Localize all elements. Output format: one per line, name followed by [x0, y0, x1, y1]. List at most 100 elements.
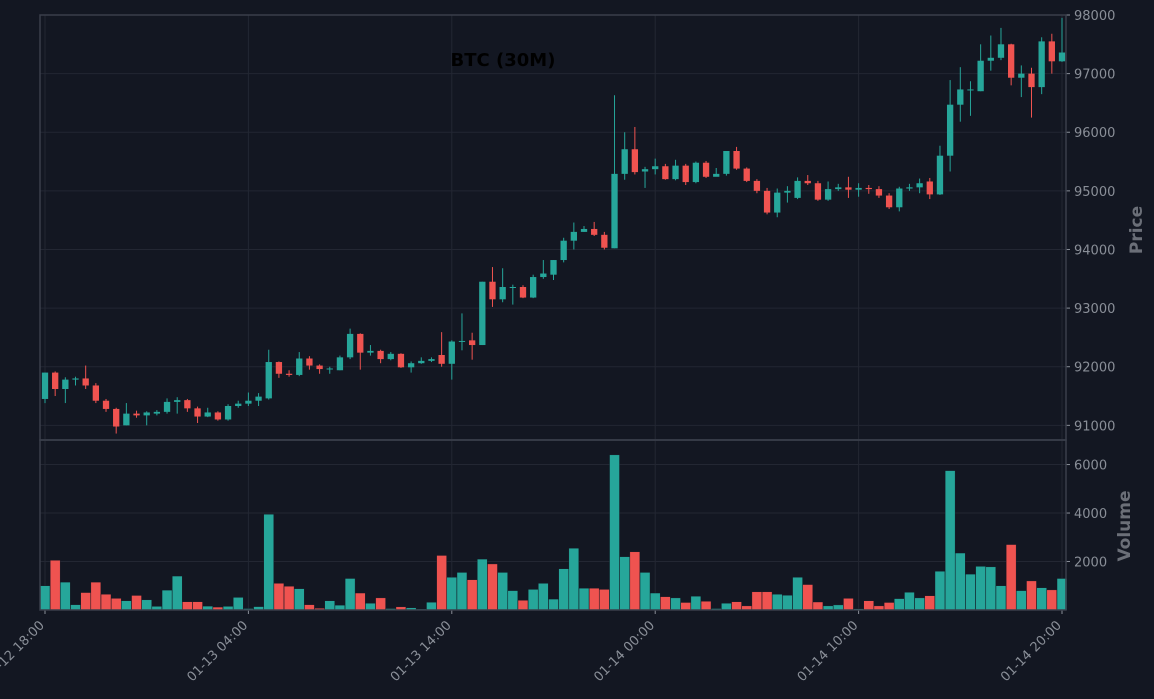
candle-body	[702, 162, 710, 177]
volume-tick-label: 6000	[1074, 459, 1107, 474]
volume-bar	[49, 560, 61, 611]
volume-bar	[772, 594, 783, 611]
candle-body	[245, 400, 252, 404]
candle-body	[896, 188, 903, 208]
volume-bar	[1005, 544, 1017, 611]
candle-body	[550, 260, 557, 275]
candle-body	[367, 350, 374, 353]
volume-bar	[558, 568, 569, 611]
volume-bar	[721, 603, 732, 611]
time-tick-label: 01-12 18:00	[0, 618, 48, 685]
volume-bar	[761, 591, 773, 611]
price-tick-label: 91000	[1074, 419, 1115, 434]
candle-body	[336, 357, 344, 371]
volume-tick-label: 2000	[1074, 556, 1107, 571]
candle-body	[631, 149, 639, 173]
candle-body	[184, 400, 191, 409]
volume-bar	[985, 566, 996, 611]
candle-body	[407, 363, 415, 368]
volume-bar	[161, 589, 173, 611]
volume-bar	[883, 602, 895, 611]
candle-body	[153, 411, 161, 414]
candle-body	[174, 400, 181, 402]
candle-body	[530, 277, 537, 298]
volume-bar	[660, 596, 671, 611]
volume-bar	[1036, 587, 1047, 611]
volume-bar	[283, 586, 295, 611]
volume-bar	[273, 583, 285, 611]
chart-title: BTC (30M)	[451, 50, 556, 71]
volume-bar	[833, 604, 844, 611]
candle-body	[692, 162, 700, 183]
volume-bar	[497, 572, 508, 611]
candle-body	[418, 360, 425, 364]
candle-body	[275, 362, 283, 374]
volume-bar	[995, 585, 1007, 611]
volume-bar	[894, 598, 905, 611]
volume-bar	[100, 594, 112, 611]
candle-body	[113, 408, 120, 427]
candle-body	[977, 60, 984, 92]
time-tick-label: 01-14 00:00	[591, 618, 658, 685]
candle-body	[204, 412, 211, 417]
volume-bar	[578, 587, 590, 611]
volume-bar	[517, 600, 529, 611]
candle-body	[997, 44, 1005, 58]
volume-bar	[294, 588, 305, 611]
volume-bar	[121, 600, 132, 611]
candle-body	[824, 189, 832, 200]
volume-bar	[609, 454, 620, 611]
volume-bar	[192, 601, 203, 611]
volume-bar	[90, 581, 102, 611]
volume-panel-border	[39, 439, 1067, 611]
candle-body	[326, 368, 333, 370]
price-tick-label: 98000	[1074, 9, 1115, 24]
volume-bar	[650, 592, 661, 611]
candle-body	[123, 413, 130, 426]
volume-bar	[680, 602, 691, 611]
volume-axis-title: Volume	[1115, 490, 1135, 561]
volume-bar	[548, 598, 559, 611]
volume-bar	[141, 599, 152, 611]
candle-body	[448, 341, 455, 364]
candle-body	[468, 340, 476, 346]
volume-bar	[80, 592, 91, 611]
price-tick-label: 93000	[1074, 302, 1115, 317]
candle-body	[570, 231, 577, 241]
candle-body	[855, 187, 862, 190]
volume-bar	[934, 571, 946, 611]
candle-body	[346, 333, 354, 358]
volume-bar	[456, 572, 468, 611]
volume-bar	[111, 598, 122, 611]
candle-body	[265, 362, 272, 399]
volume-bar	[924, 595, 935, 611]
candle-body	[885, 195, 893, 208]
volume-bar	[233, 597, 244, 611]
candle-body	[814, 183, 822, 200]
candle-body	[489, 281, 496, 300]
candle-body	[682, 165, 689, 183]
grid-lines	[40, 14, 1066, 610]
volume-bar	[446, 577, 457, 611]
candle-body	[540, 273, 547, 278]
volume-bar	[863, 600, 874, 611]
candle-body	[967, 89, 974, 91]
candle-body	[774, 192, 781, 213]
candle-body	[41, 372, 49, 399]
volume-bar	[690, 595, 702, 611]
candle-body	[397, 353, 405, 368]
volume-panel-background	[40, 440, 1066, 610]
volume-bar	[975, 566, 986, 611]
candle-body	[784, 190, 791, 193]
candle-body	[1048, 41, 1055, 62]
volume-bar	[700, 601, 712, 611]
candle-body	[82, 378, 89, 386]
candle-body	[611, 173, 618, 249]
candle-body	[509, 287, 516, 288]
candle-body	[845, 187, 852, 190]
candle-body	[763, 190, 771, 213]
candle-body	[662, 166, 669, 180]
candle-body	[92, 385, 100, 401]
candle-body	[428, 359, 435, 361]
